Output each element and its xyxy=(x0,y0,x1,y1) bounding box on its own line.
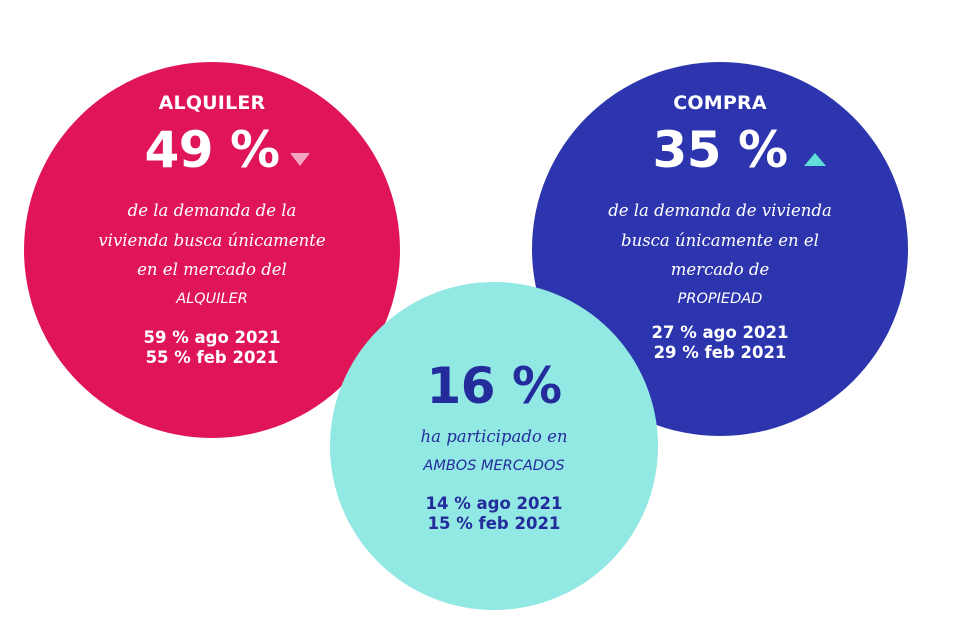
both-description: ha participado en AMBOS MERCADOS xyxy=(330,422,658,481)
rent-desc-line-4: ALQUILER xyxy=(176,290,248,307)
rent-history-aug: 59 % ago 2021 xyxy=(143,328,281,347)
buy-label: COMPRA xyxy=(673,92,767,114)
rent-desc-line-3: en el mercado del xyxy=(137,260,287,279)
both-history-feb: 15 % feb 2021 xyxy=(427,514,561,533)
rent-history-feb: 55 % feb 2021 xyxy=(145,348,279,367)
both-percent: 16 % xyxy=(426,357,562,415)
both-history-aug: 14 % ago 2021 xyxy=(425,494,563,513)
both-desc-line-1: ha participado en xyxy=(420,427,568,446)
rent-percent-row: 49 % xyxy=(24,124,400,176)
triangle-down-icon xyxy=(289,153,310,166)
buy-description: de la demanda de vivienda busca únicamen… xyxy=(532,196,908,314)
rent-history: 59 % ago 2021 55 % feb 2021 xyxy=(24,328,400,368)
buy-percent-row: 35 % xyxy=(532,124,908,176)
buy-history-feb: 29 % feb 2021 xyxy=(653,343,787,362)
rent-percent: 49 % xyxy=(144,121,280,179)
buy-percent: 35 % xyxy=(652,121,788,179)
both-circle: 16 % ha participado en AMBOS MERCADOS 14… xyxy=(330,282,658,610)
rent-circle: ALQUILER 49 % de la demanda de la vivien… xyxy=(24,62,400,438)
rent-desc-line-2: vivienda busca únicamente xyxy=(98,230,326,250)
buy-desc-line-4: PROPIEDAD xyxy=(677,290,763,307)
both-desc-line-2: AMBOS MERCADOS xyxy=(423,457,565,474)
rent-desc-line-1: de la demanda de la xyxy=(127,201,297,220)
buy-history: 27 % ago 2021 29 % feb 2021 xyxy=(532,323,908,363)
buy-desc-line-3: mercado de xyxy=(670,260,770,279)
buy-desc-line-2: busca únicamente en el xyxy=(621,230,819,250)
triangle-up-icon xyxy=(803,153,826,166)
rent-description: de la demanda de la vivienda busca única… xyxy=(24,196,400,314)
both-history: 14 % ago 2021 15 % feb 2021 xyxy=(330,494,658,534)
buy-desc-line-1: de la demanda de vivienda xyxy=(608,201,832,220)
rent-label: ALQUILER xyxy=(158,92,266,114)
buy-history-aug: 27 % ago 2021 xyxy=(651,323,789,342)
